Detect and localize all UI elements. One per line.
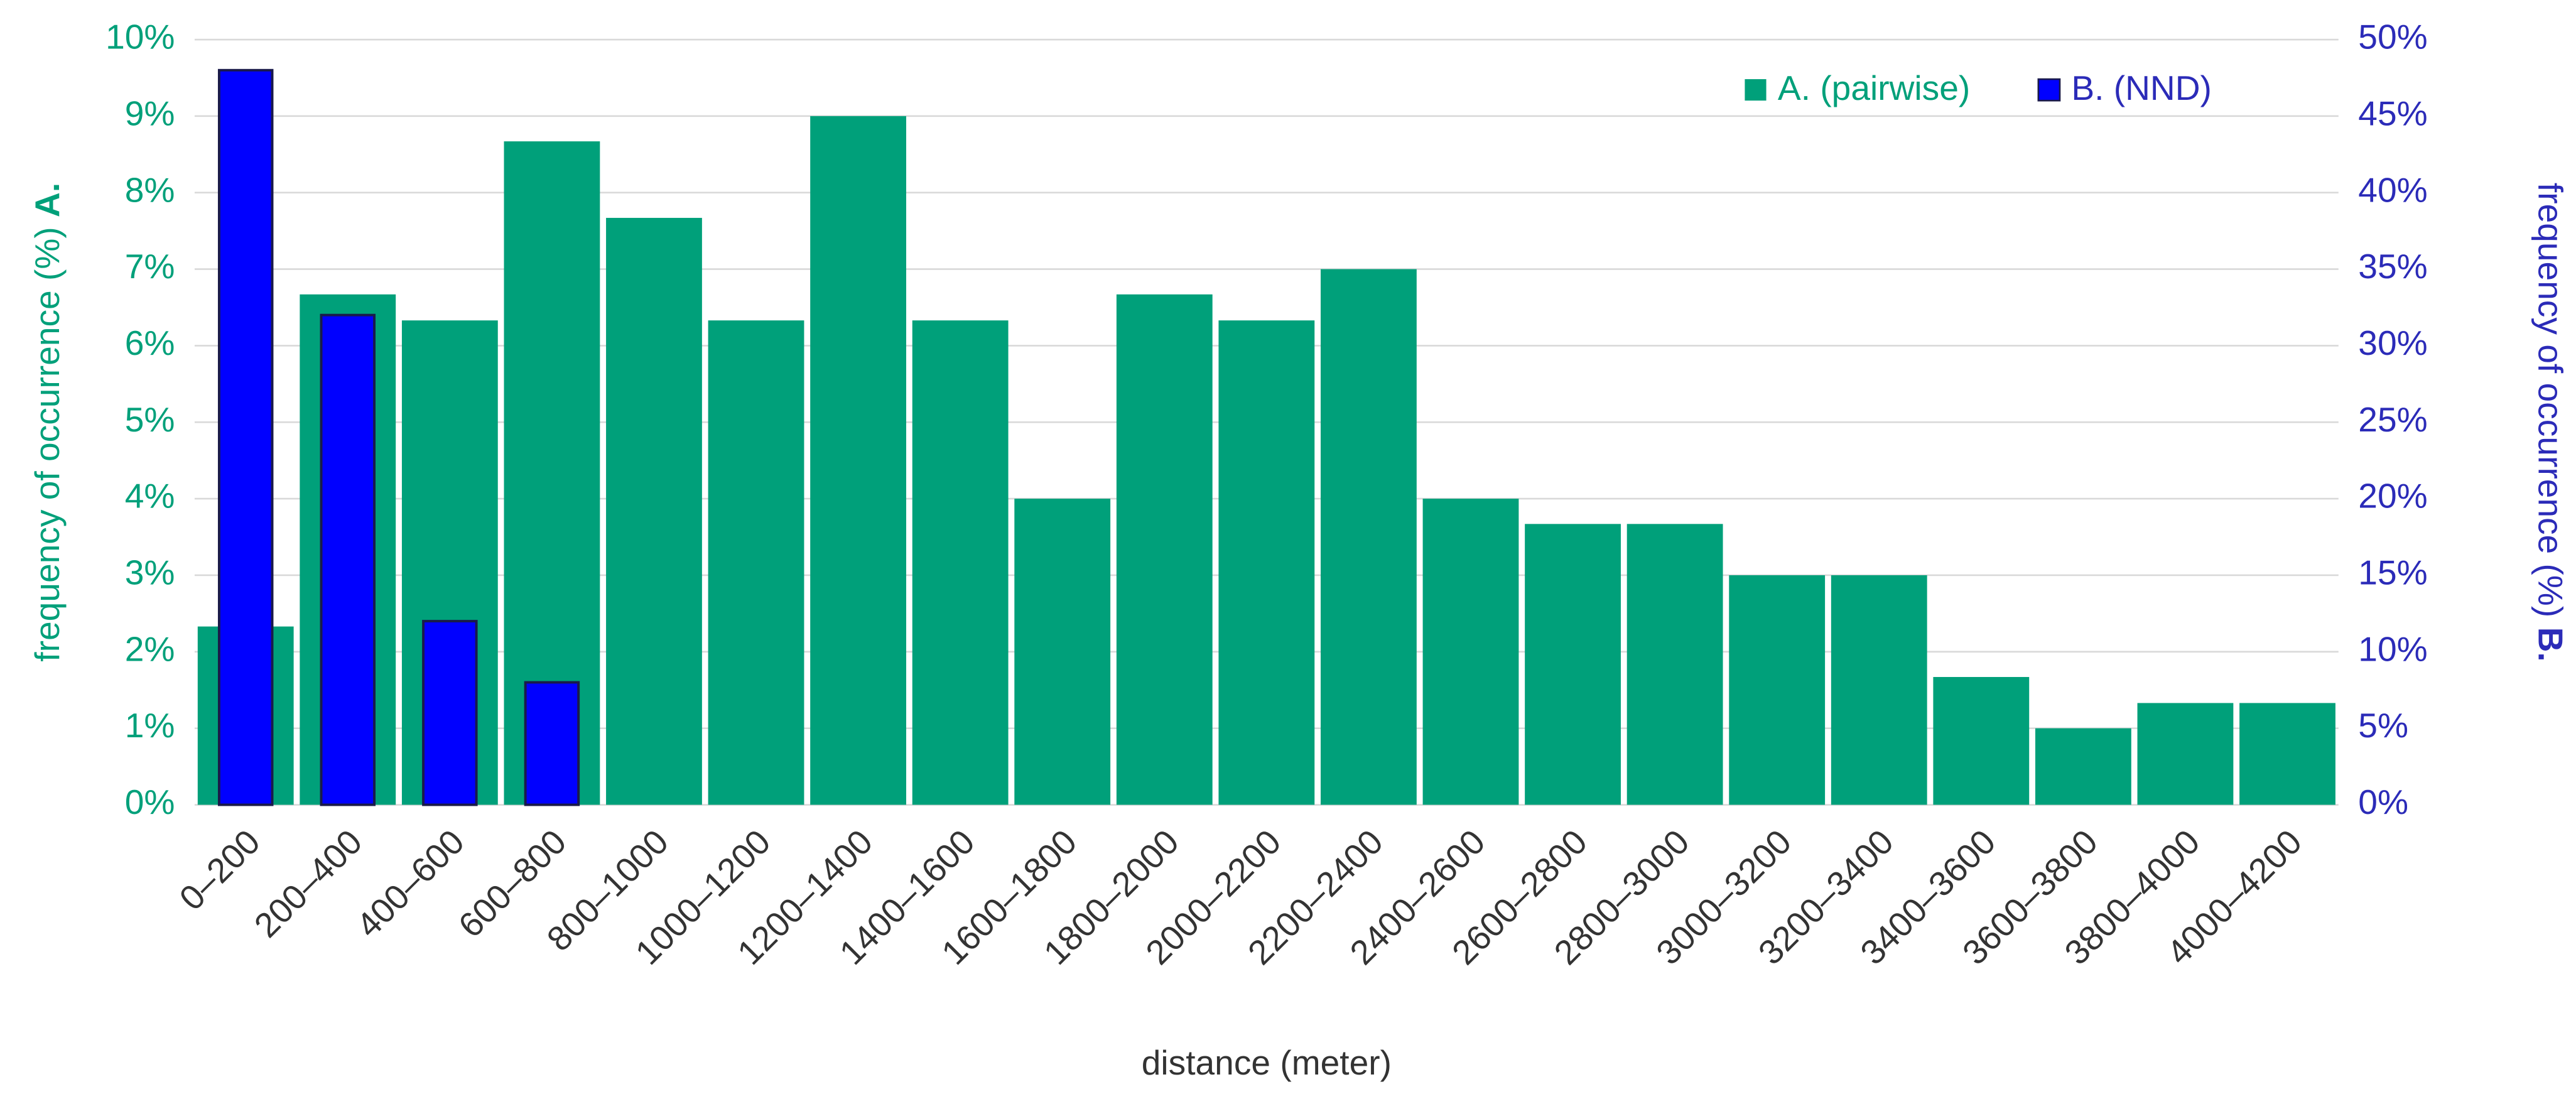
y-tick-label: 4% bbox=[125, 477, 175, 516]
y2-tick-label: 30% bbox=[2358, 323, 2427, 362]
y2-tick-label: 45% bbox=[2358, 94, 2427, 133]
y2-tick-label: 35% bbox=[2358, 247, 2427, 286]
bar bbox=[708, 320, 804, 805]
y2-tick-label: 20% bbox=[2358, 477, 2427, 516]
y2-axis-title-text: frequency of occurrence (%) bbox=[2531, 183, 2570, 617]
y-tick-label: 1% bbox=[125, 706, 175, 745]
y2-axis-title: frequency of occurrence (%) B. bbox=[2531, 183, 2570, 662]
bar bbox=[1626, 524, 1723, 805]
bar bbox=[1321, 269, 1417, 805]
legend-label: B. (NND) bbox=[2071, 68, 2212, 107]
y-axis-title: frequency of occurrence (%) A. bbox=[27, 183, 66, 662]
bar bbox=[1933, 677, 2030, 805]
y-tick-label: 6% bbox=[125, 323, 175, 362]
y2-tick-label: 5% bbox=[2358, 706, 2408, 745]
bar bbox=[422, 620, 478, 806]
y2-tick-label: 15% bbox=[2358, 553, 2427, 592]
x-tick-label: 200–400 bbox=[247, 822, 370, 945]
y-tick-label: 9% bbox=[125, 94, 175, 133]
legend-label: A. (pairwise) bbox=[1778, 68, 1970, 107]
bar bbox=[606, 217, 702, 805]
legend-swatch bbox=[2037, 78, 2061, 102]
y2-tick-label: 40% bbox=[2358, 170, 2427, 209]
bar bbox=[810, 116, 907, 805]
x-axis-title: distance (meter) bbox=[1142, 1043, 1392, 1082]
bar bbox=[1218, 320, 1315, 805]
y-tick-label: 2% bbox=[125, 629, 175, 668]
x-tick-label: 400–600 bbox=[349, 822, 472, 945]
y-axis-title-tag: A. bbox=[27, 183, 66, 217]
bar bbox=[1014, 499, 1111, 805]
x-tick-label: 0–200 bbox=[172, 822, 268, 918]
bar bbox=[1831, 575, 1927, 805]
y-tick-label: 3% bbox=[125, 553, 175, 592]
y2-tick-label: 50% bbox=[2358, 18, 2427, 57]
y2-tick-label: 10% bbox=[2358, 629, 2427, 668]
bar bbox=[912, 320, 1009, 805]
y-tick-label: 7% bbox=[125, 247, 175, 286]
y-tick-label: 0% bbox=[125, 782, 175, 821]
bar bbox=[1729, 575, 1826, 805]
y-axis-title-text: frequency of occurrence (%) bbox=[27, 227, 66, 661]
bar bbox=[2035, 728, 2131, 805]
y-tick-label: 5% bbox=[125, 400, 175, 439]
bar bbox=[217, 68, 274, 806]
legend-swatch bbox=[1745, 79, 1767, 101]
y-tick-label: 8% bbox=[125, 170, 175, 209]
bar bbox=[320, 313, 376, 806]
bar bbox=[1422, 499, 1519, 805]
bar bbox=[524, 681, 580, 806]
bar bbox=[1116, 294, 1213, 805]
bar bbox=[2137, 703, 2234, 805]
y2-axis-title-tag: B. bbox=[2531, 627, 2570, 662]
bar bbox=[1525, 524, 1621, 805]
y-tick-label: 10% bbox=[106, 18, 175, 57]
y2-tick-label: 0% bbox=[2358, 782, 2408, 821]
bar bbox=[2239, 703, 2335, 805]
y2-tick-label: 25% bbox=[2358, 400, 2427, 439]
